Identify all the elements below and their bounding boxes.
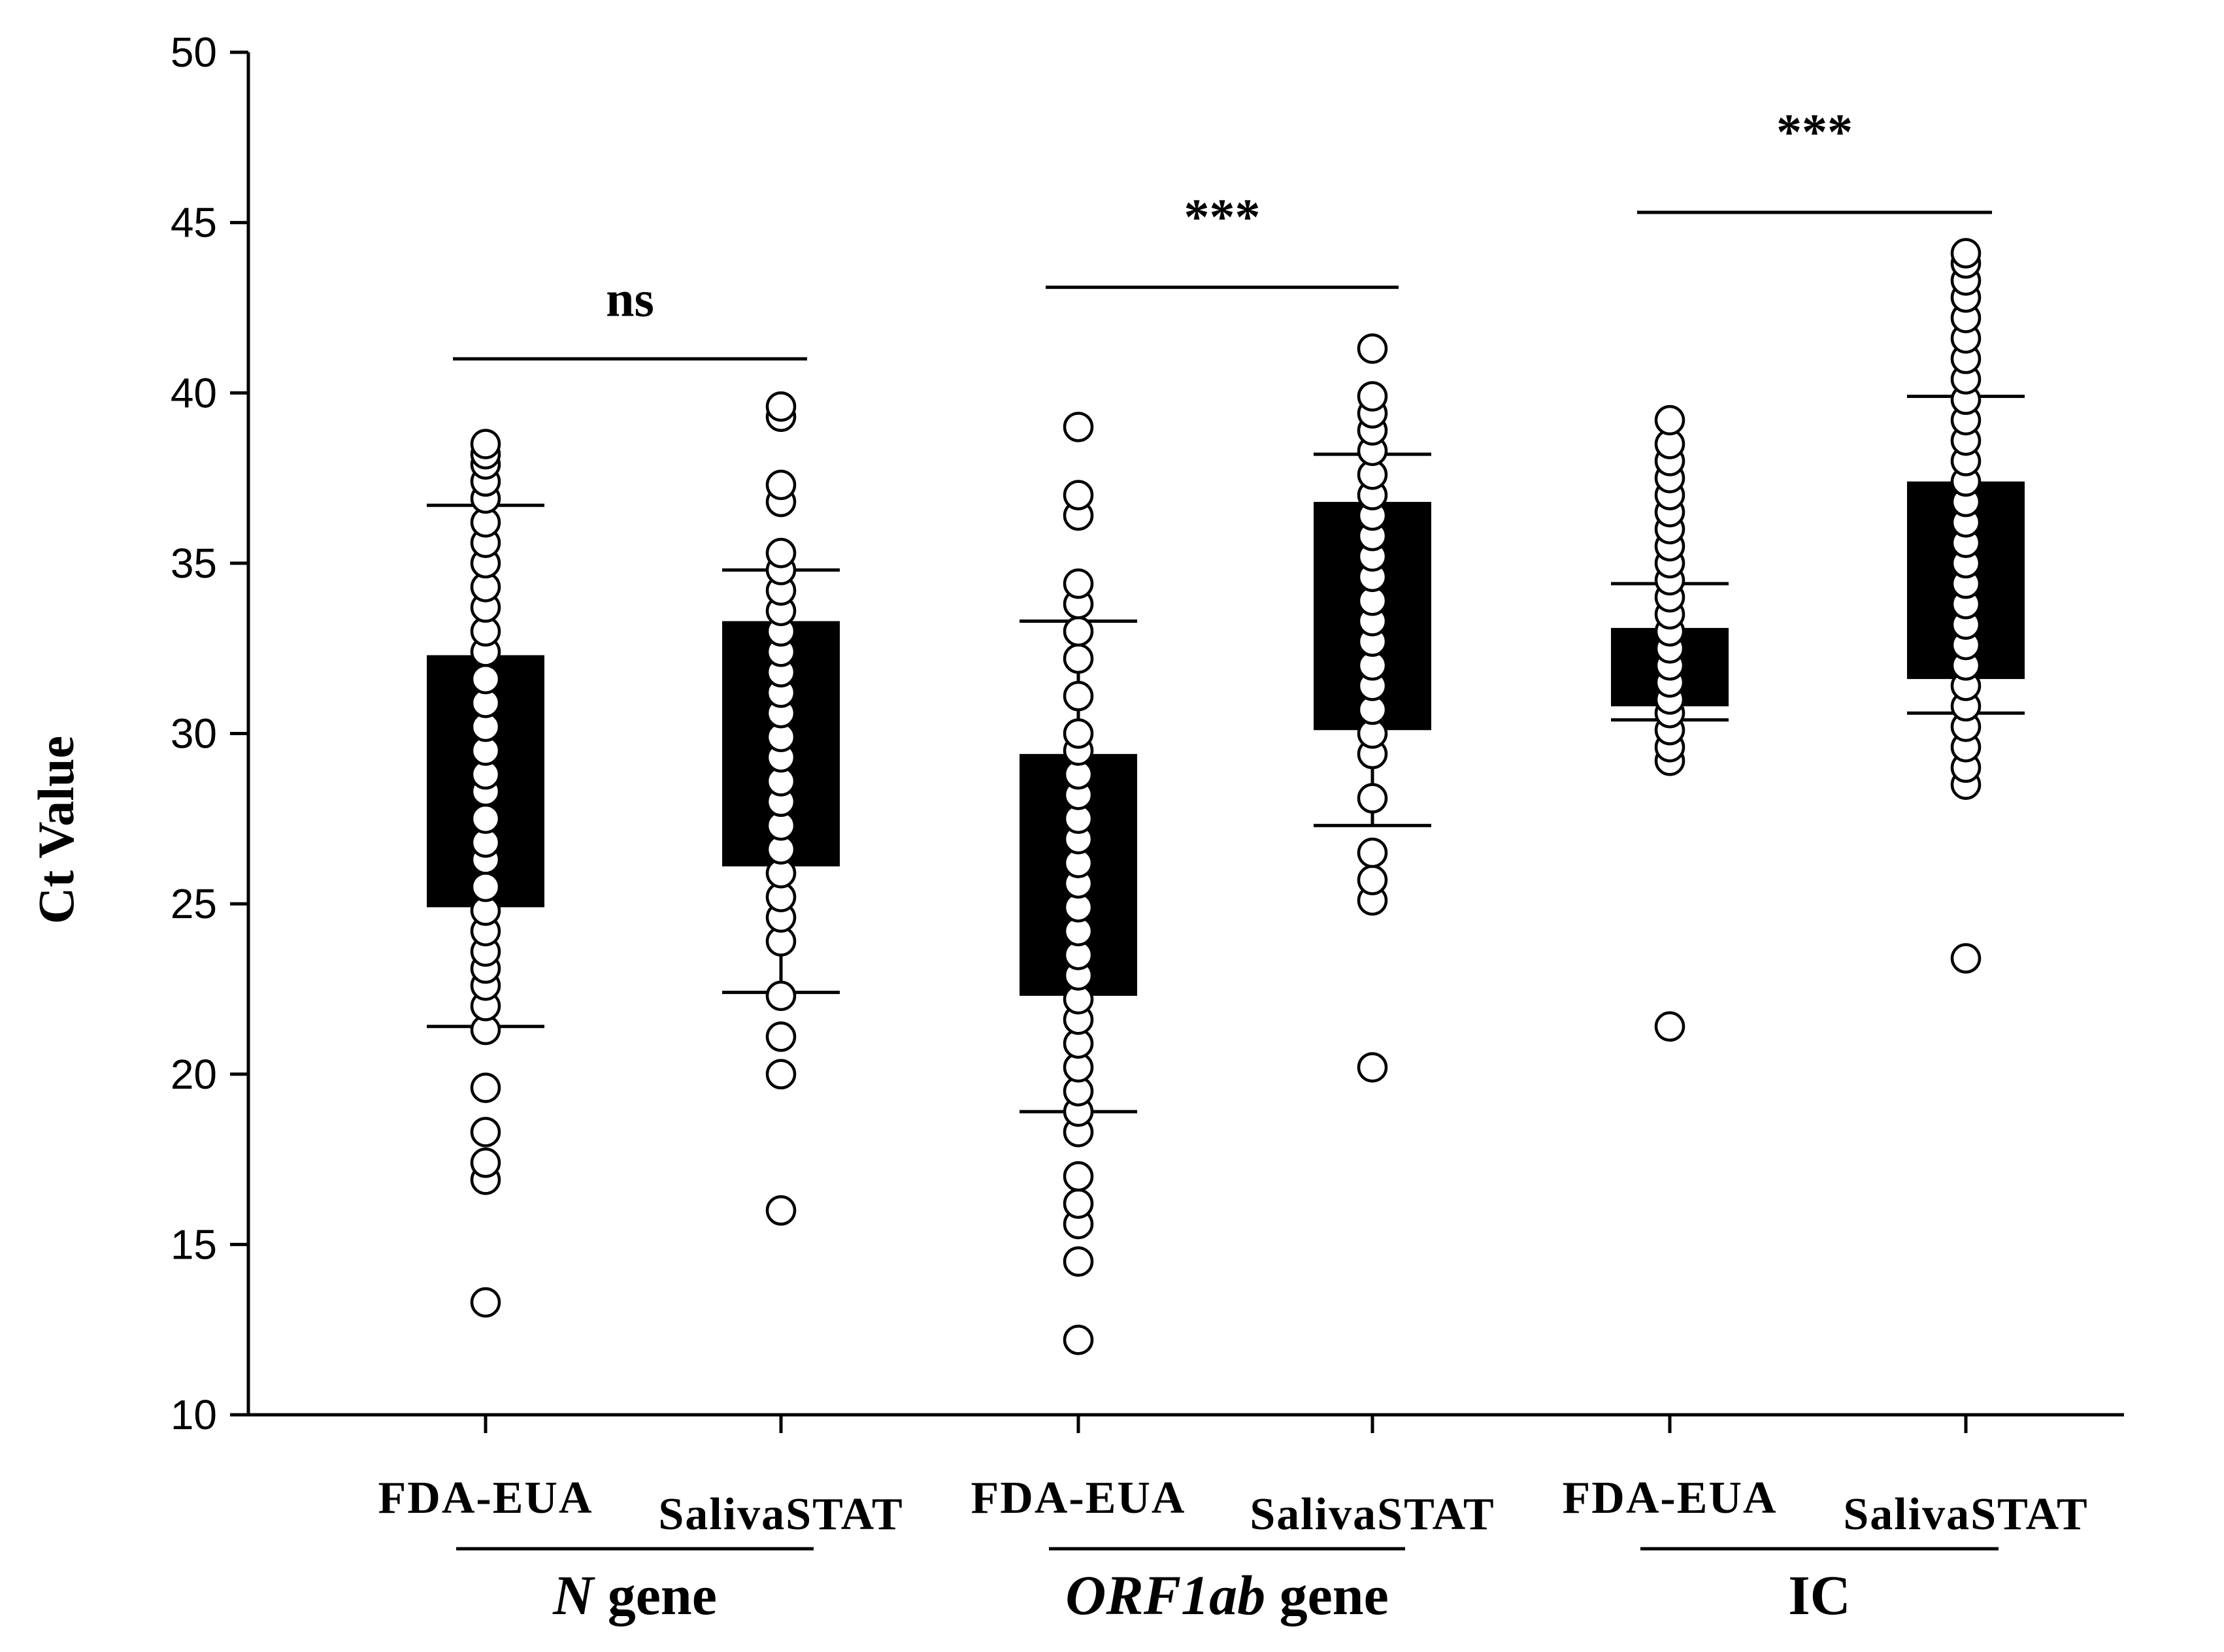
data-point <box>1357 837 1388 868</box>
category-label: FDA-EUA <box>1563 1473 1778 1523</box>
data-point <box>470 1287 501 1318</box>
category-label: FDA-EUA <box>378 1473 593 1523</box>
boxes <box>427 394 2025 1114</box>
data-point <box>1357 381 1388 412</box>
data-point <box>1063 480 1094 510</box>
significance-label: *** <box>1776 103 1853 160</box>
data-point <box>470 803 501 834</box>
category-label: SalivaSTAT <box>1843 1489 2088 1540</box>
data-point <box>1063 1325 1094 1355</box>
data-point <box>1063 412 1094 442</box>
data-point <box>765 1059 797 1089</box>
data-point <box>765 1021 797 1052</box>
y-tick-label: 15 <box>171 1221 217 1268</box>
category-label: SalivaSTAT <box>1250 1489 1495 1540</box>
significance-label: ns <box>606 270 654 327</box>
data-point <box>1357 783 1388 814</box>
data-point <box>1063 568 1094 599</box>
y-tick-label: 10 <box>171 1391 217 1438</box>
y-tick-label: 30 <box>171 710 217 757</box>
axes: 10 15 20 25 30 35 40 45 50 <box>171 29 2124 1438</box>
data-point <box>1063 616 1094 647</box>
group-label: N gene <box>552 1564 717 1627</box>
data-point <box>1950 238 1982 269</box>
y-tick-label: 50 <box>171 29 217 76</box>
data-point <box>1654 405 1685 436</box>
data-point <box>1357 333 1388 364</box>
data-point <box>470 429 501 459</box>
y-tick-label: 45 <box>171 199 217 246</box>
data-point <box>1654 1011 1685 1042</box>
y-tick-label: 20 <box>171 1051 217 1098</box>
data-point <box>470 871 501 902</box>
data-points <box>470 238 1982 1355</box>
data-point <box>765 537 797 569</box>
y-tick-label: 35 <box>171 540 217 587</box>
data-point <box>1950 943 1982 974</box>
category-labels: FDA-EUA SalivaSTAT FDA-EUA SalivaSTAT FDA-EU… <box>378 1473 2088 1627</box>
data-point <box>1063 718 1094 749</box>
data-point <box>470 1117 501 1148</box>
data-point <box>470 1148 501 1178</box>
significance-label: *** <box>1184 188 1261 245</box>
data-point <box>1063 1188 1094 1219</box>
category-label: SalivaSTAT <box>658 1489 903 1540</box>
data-point <box>1063 680 1094 712</box>
data-point <box>470 1072 501 1103</box>
data-point <box>1357 1052 1388 1083</box>
category-label: FDA-EUA <box>971 1473 1186 1523</box>
significance-annotations: ns *** *** <box>453 103 1992 361</box>
data-point <box>765 980 797 1012</box>
data-point <box>470 663 501 695</box>
y-tick-label: 25 <box>171 880 217 927</box>
data-point <box>765 391 797 422</box>
y-axis-label: Ct Value <box>27 736 84 924</box>
y-tick-label: 40 <box>171 369 217 416</box>
data-point <box>1063 1246 1094 1277</box>
data-point <box>1063 1161 1094 1192</box>
group-label: IC <box>1788 1564 1851 1627</box>
data-point <box>1357 865 1388 895</box>
data-point <box>765 469 797 501</box>
data-point <box>1063 643 1094 674</box>
group-label: ORF1ab gene <box>1065 1564 1389 1627</box>
data-point <box>765 1195 797 1226</box>
